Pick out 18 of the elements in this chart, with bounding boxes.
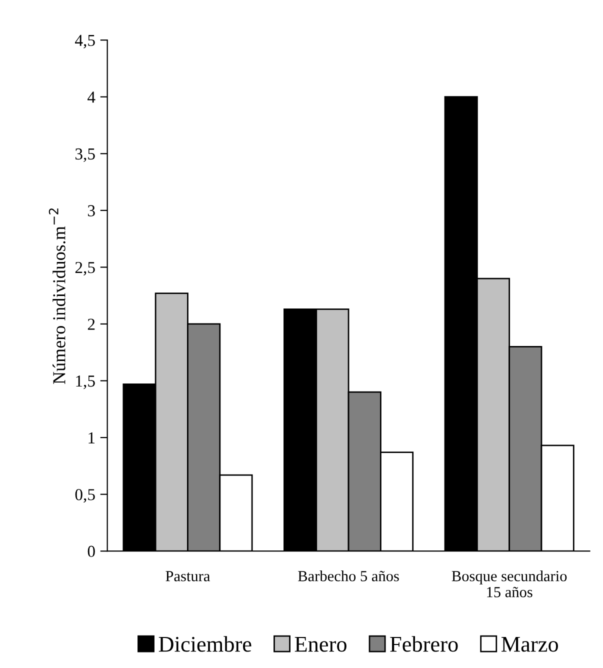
y-tick-label: 3 [88,205,95,216]
y-tick-label: 4,5 [75,34,95,48]
y-tick-label: 1 [88,432,95,444]
x-tick-label: Bosque secundario 15 años [452,570,567,598]
y-tick-label: 0 [88,546,95,558]
y-tick-label: 4 [88,92,96,103]
y-tick-label: 3,5 [75,148,95,162]
legend-label: Diciembre [158,636,252,652]
y-axis-title: Número individuos.m$^{−2}$ [48,208,66,384]
y-tick-label: 2 [88,318,95,330]
legend-label: Enero [294,637,346,652]
x-tick-label: Barbecho 5 años [298,570,399,582]
legend-label: Marzo [501,637,558,652]
y-tick-label: 1,5 [76,376,95,390]
y-tick-label: 2,5 [75,262,95,276]
y-tick-label: 0,5 [75,489,95,503]
x-tick-label: Pastura [166,571,210,582]
legend-label: Febrero [390,636,458,652]
